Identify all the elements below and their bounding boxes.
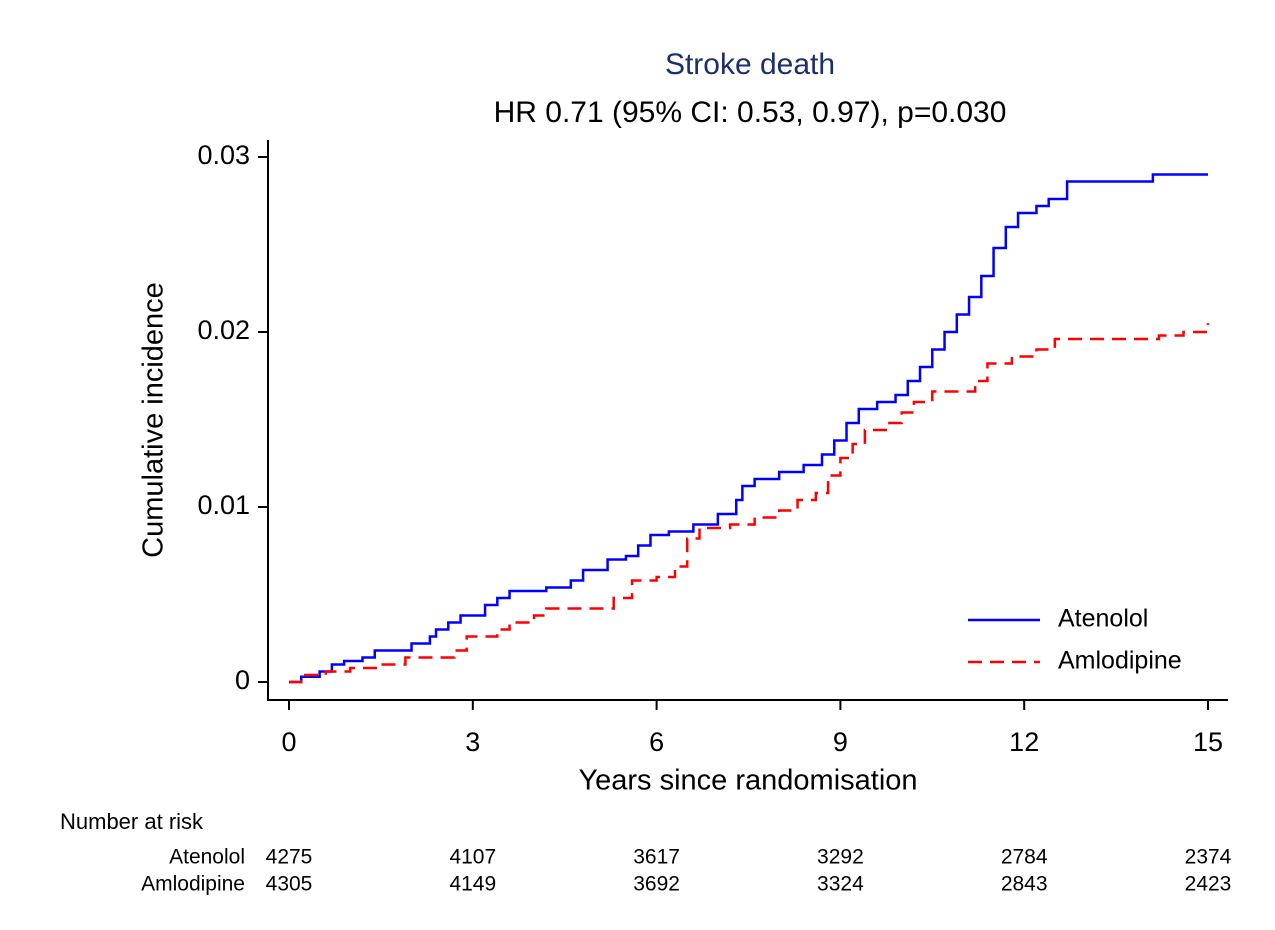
risk-value: 3617 <box>633 846 680 869</box>
y-tick-label: 0 <box>235 665 250 695</box>
risk-row-label: Amlodipine <box>141 873 245 896</box>
step-line <box>289 173 1208 684</box>
x-tick-label: 3 <box>465 727 480 757</box>
y-tick-label: 0.03 <box>197 140 250 170</box>
x-axis-label: Years since randomisation <box>578 765 917 797</box>
x-tick-label: 6 <box>649 727 664 757</box>
risk-table-title: Number at risk <box>60 809 204 834</box>
legend-label: Atenolol <box>1058 605 1148 633</box>
step-line <box>289 323 1210 684</box>
risk-value: 2423 <box>1185 873 1232 896</box>
risk-value: 4107 <box>449 846 496 869</box>
y-tick-label: 0.02 <box>197 315 250 345</box>
y-axis-label: Cumulative incidence <box>138 282 170 558</box>
risk-value: 4305 <box>266 873 313 896</box>
x-tick-label: 9 <box>833 727 848 757</box>
risk-value: 4149 <box>449 873 496 896</box>
risk-value: 4275 <box>266 846 313 869</box>
chart-title: Stroke death <box>665 48 835 81</box>
x-tick-label: 0 <box>281 727 296 757</box>
chart-subtitle: HR 0.71 (95% CI: 0.53, 0.97), p=0.030 <box>494 96 1007 129</box>
legend-label: Amlodipine <box>1058 647 1182 675</box>
x-tick-label: 15 <box>1193 727 1223 757</box>
risk-value: 3292 <box>817 846 864 869</box>
risk-value: 2784 <box>1001 846 1048 869</box>
risk-row-label: Atenolol <box>169 846 245 869</box>
risk-value: 2374 <box>1185 846 1232 869</box>
risk-value: 3324 <box>817 873 864 896</box>
x-tick-label: 12 <box>1009 727 1039 757</box>
risk-value: 3692 <box>633 873 680 896</box>
y-tick-label: 0.01 <box>197 490 250 520</box>
risk-value: 2843 <box>1001 873 1048 896</box>
